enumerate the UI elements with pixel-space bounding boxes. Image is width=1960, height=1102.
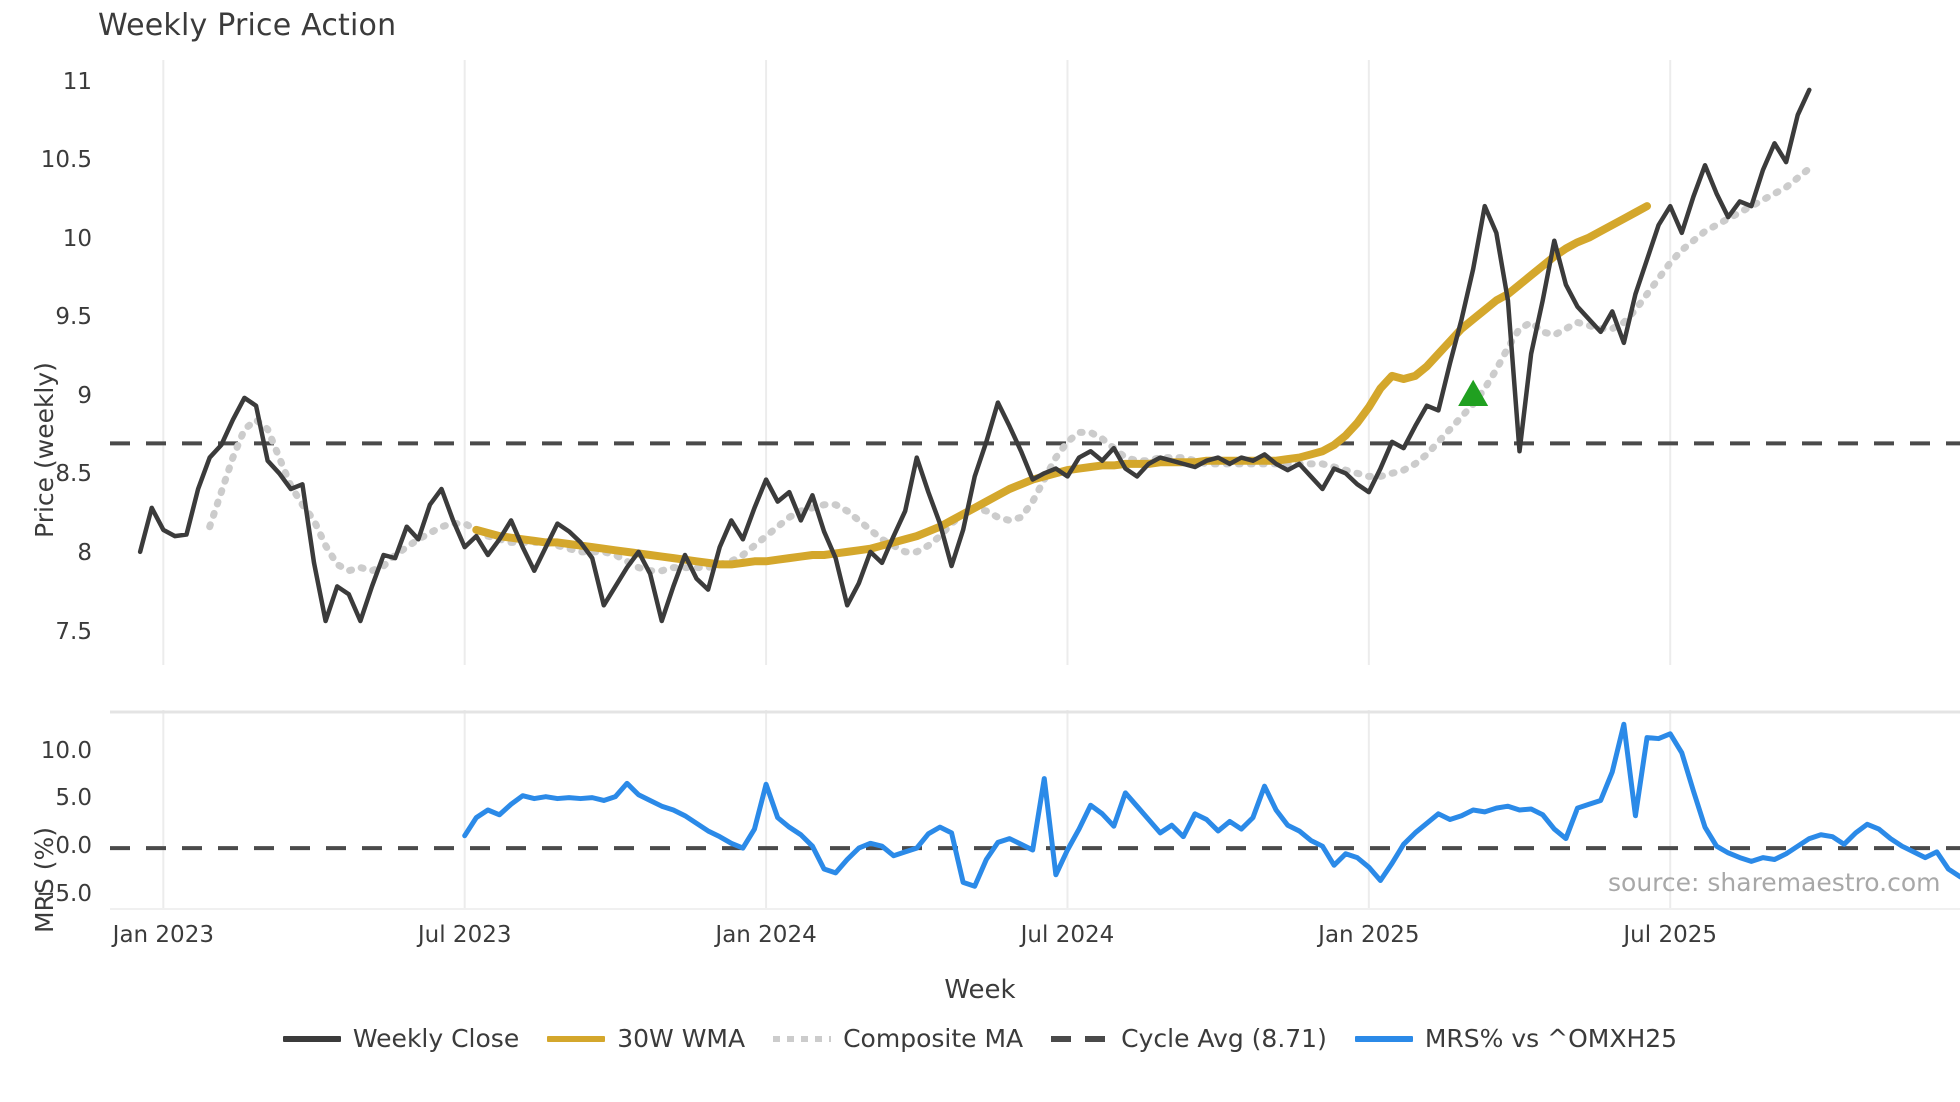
legend-item[interactable]: Cycle Avg (8.71) (1051, 1024, 1327, 1053)
legend-item[interactable]: MRS% vs ^OMXH25 (1354, 1024, 1678, 1053)
legend-label: Cycle Avg (8.71) (1121, 1024, 1327, 1053)
legend-item[interactable]: Weekly Close (282, 1024, 520, 1053)
legend-label: 30W WMA (617, 1024, 746, 1053)
y-tick-label: 11 (62, 68, 92, 95)
legend-label: MRS% vs ^OMXH25 (1424, 1024, 1678, 1053)
y-tick-label: 8 (77, 540, 92, 566)
x-tick-label: Jan 2025 (1318, 922, 1420, 948)
chart-title: Weekly Price Action (98, 8, 397, 43)
y-tick-label: 10.5 (40, 147, 92, 174)
y-tick-label-mrs: 5.0 (55, 785, 92, 812)
x-tick-label: Jan 2024 (715, 922, 817, 948)
y-tick-label-mrs: 10.0 (40, 737, 92, 764)
y-tick-label: 9.5 (55, 304, 92, 331)
y-tick-label-mrs: 0.0 (55, 833, 92, 860)
y-tick-label: 8.5 (55, 461, 92, 488)
legend-swatch-icon (773, 1028, 832, 1050)
price-panel (110, 60, 1960, 665)
y-tick-label: 10 (62, 225, 92, 252)
legend-label: Weekly Close (352, 1024, 520, 1053)
legend-item[interactable]: 30W WMA (547, 1024, 745, 1053)
legend-swatch-icon (1051, 1028, 1110, 1050)
x-tick-label: Jul 2023 (417, 922, 512, 948)
legend-swatch-icon (1354, 1028, 1413, 1050)
y-tick-label: 9 (77, 382, 92, 409)
y-tick-label: 7.5 (55, 618, 92, 645)
chart-legend: Weekly Close 30W WMA Composite MA Cycle Avg… (0, 1024, 1960, 1053)
legend-item[interactable]: Composite MA (773, 1024, 1023, 1053)
legend-swatch-icon (282, 1028, 341, 1050)
mrs-panel (110, 710, 1960, 910)
legend-swatch-icon (547, 1028, 606, 1050)
y-tick-label-mrs: −5.0 (36, 880, 92, 907)
x-tick-label: Jul 2025 (1623, 922, 1717, 948)
x-axis-label: Week (944, 975, 1016, 1005)
x-tick-label: Jul 2024 (1020, 922, 1115, 948)
source-watermark: source: sharemaestro.com (1608, 868, 1941, 897)
x-tick-label: Jan 2023 (112, 922, 214, 948)
legend-label: Composite MA (843, 1024, 1024, 1053)
